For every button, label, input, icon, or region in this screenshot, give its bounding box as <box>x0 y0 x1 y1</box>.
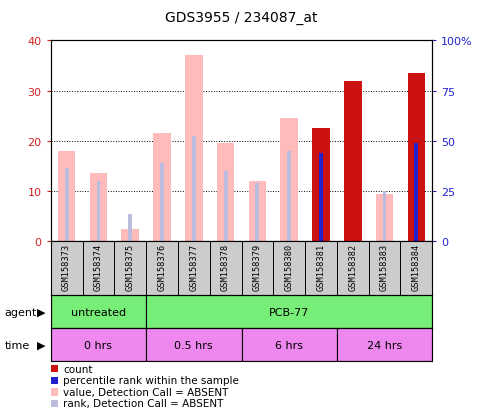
Bar <box>249 182 266 242</box>
Text: GSM158376: GSM158376 <box>157 243 167 290</box>
Text: GSM158383: GSM158383 <box>380 243 389 290</box>
Bar <box>146 328 242 361</box>
Bar <box>51 295 146 328</box>
Text: GSM158382: GSM158382 <box>348 243 357 290</box>
Bar <box>287 152 291 242</box>
Text: percentile rank within the sample: percentile rank within the sample <box>63 375 239 385</box>
Bar <box>121 229 139 242</box>
Bar <box>376 194 393 242</box>
Bar <box>192 136 196 242</box>
Bar <box>217 144 234 242</box>
Bar <box>242 328 337 361</box>
Bar <box>408 74 425 242</box>
Text: GSM158380: GSM158380 <box>284 243 294 290</box>
Bar <box>146 295 432 328</box>
Text: ▶: ▶ <box>37 340 45 350</box>
Bar <box>281 119 298 242</box>
Text: rank, Detection Call = ABSENT: rank, Detection Call = ABSENT <box>63 399 224 408</box>
Text: GSM158374: GSM158374 <box>94 243 103 290</box>
Text: count: count <box>63 364 93 374</box>
Bar <box>65 169 69 242</box>
Text: GDS3955 / 234087_at: GDS3955 / 234087_at <box>165 11 318 25</box>
Bar <box>51 328 146 361</box>
Bar <box>337 328 432 361</box>
Text: GSM158373: GSM158373 <box>62 243 71 290</box>
Bar <box>224 171 227 242</box>
Text: 6 hrs: 6 hrs <box>275 340 303 350</box>
Bar <box>414 144 418 242</box>
Bar <box>312 129 330 242</box>
Bar <box>344 81 362 242</box>
Bar <box>153 134 171 242</box>
Bar <box>256 184 259 242</box>
Text: time: time <box>5 340 30 350</box>
Text: value, Detection Call = ABSENT: value, Detection Call = ABSENT <box>63 387 228 397</box>
Text: 0.5 hrs: 0.5 hrs <box>174 340 213 350</box>
Text: 0 hrs: 0 hrs <box>85 340 113 350</box>
Text: GSM158379: GSM158379 <box>253 243 262 290</box>
Text: GSM158377: GSM158377 <box>189 243 199 290</box>
Bar <box>185 56 202 242</box>
Bar <box>383 192 386 242</box>
Text: 24 hrs: 24 hrs <box>367 340 402 350</box>
Text: GSM158384: GSM158384 <box>412 243 421 290</box>
Bar <box>160 164 164 242</box>
Bar <box>319 154 323 242</box>
Text: GSM158378: GSM158378 <box>221 243 230 290</box>
Text: ▶: ▶ <box>37 307 45 317</box>
Bar <box>97 182 100 242</box>
Text: GSM158375: GSM158375 <box>126 243 135 290</box>
Text: agent: agent <box>5 307 37 317</box>
Text: PCB-77: PCB-77 <box>269 307 310 317</box>
Bar <box>58 152 75 242</box>
Text: GSM158381: GSM158381 <box>316 243 326 290</box>
Bar <box>90 174 107 242</box>
Bar <box>128 214 132 242</box>
Text: untreated: untreated <box>71 307 126 317</box>
